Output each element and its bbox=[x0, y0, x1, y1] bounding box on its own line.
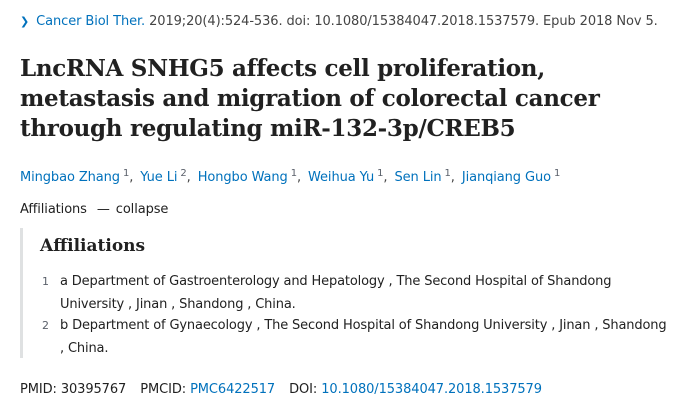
affiliations-toggle[interactable]: Affiliations — collapse bbox=[20, 202, 168, 217]
author-separator: , bbox=[450, 170, 455, 185]
author-affiliation-ref[interactable]: 1 bbox=[444, 168, 451, 179]
author-link[interactable]: Mingbao Zhang bbox=[20, 170, 120, 185]
affiliations-panel: Affiliations 1 a Department of Gastroent… bbox=[20, 228, 673, 358]
author-affiliation-ref[interactable]: 1 bbox=[122, 168, 130, 179]
pmid-value: 30395767 bbox=[60, 382, 127, 397]
affiliation-text: b Department of Gynaecology , The Second… bbox=[60, 318, 667, 356]
author-link[interactable]: Weihua Yu bbox=[308, 170, 375, 185]
affiliations-toggle-label: Affiliations bbox=[20, 202, 87, 217]
pmcid-link[interactable]: PMC6422517 bbox=[190, 382, 276, 397]
author-separator: , bbox=[186, 170, 191, 185]
journal-link[interactable]: Cancer Biol Ther. bbox=[36, 14, 146, 29]
author-list: Mingbao Zhang 1, Yue Li 2, Hongbo Wang 1, W… bbox=[20, 168, 560, 185]
author-link[interactable]: Jianqiang Guo bbox=[461, 170, 551, 185]
author-separator: , bbox=[129, 170, 134, 185]
chevron-right-icon[interactable]: ❯ bbox=[20, 15, 30, 28]
affiliation-item: 1 a Department of Gastroenterology and H… bbox=[42, 270, 672, 316]
author-affiliation-ref[interactable]: 1 bbox=[553, 168, 561, 179]
author-affiliation-ref[interactable]: 1 bbox=[290, 168, 297, 179]
pmid-label: PMID: bbox=[20, 382, 57, 397]
pmcid-label: PMCID: bbox=[140, 382, 187, 397]
article-identifiers: PMID: 30395767 PMCID: PMC6422517 DOI: 10… bbox=[20, 382, 542, 397]
affiliation-number: 1 bbox=[42, 275, 49, 288]
affiliations-heading: Affiliations bbox=[40, 236, 146, 256]
author-affiliation-ref[interactable]: 2 bbox=[180, 168, 187, 179]
author-link[interactable]: Sen Lin bbox=[394, 170, 442, 185]
affiliation-number: 2 bbox=[42, 319, 49, 332]
author-separator: , bbox=[296, 170, 301, 185]
doi-link[interactable]: 10.1080/15384047.2018.1537579 bbox=[321, 382, 542, 397]
author-separator: , bbox=[383, 170, 388, 185]
collapse-dash-icon: — bbox=[96, 202, 110, 217]
author-link[interactable]: Hongbo Wang bbox=[197, 170, 288, 185]
affiliation-text: a Department of Gastroenterology and Hep… bbox=[60, 274, 612, 312]
article-title: LncRNA SNHG5 affects cell proliferation,… bbox=[20, 55, 600, 142]
doi-label: DOI: bbox=[289, 382, 318, 397]
author-affiliation-ref[interactable]: 1 bbox=[377, 168, 384, 179]
citation-line: ❯ Cancer Biol Ther. 2019;20(4):524-536. … bbox=[20, 14, 658, 29]
citation-details: 2019;20(4):524-536. doi: 10.1080/1538404… bbox=[149, 14, 658, 29]
affiliation-item: 2 b Department of Gynaecology , The Seco… bbox=[42, 314, 672, 360]
affiliations-collapse-label: collapse bbox=[115, 202, 169, 217]
author-link[interactable]: Yue Li bbox=[140, 170, 178, 185]
